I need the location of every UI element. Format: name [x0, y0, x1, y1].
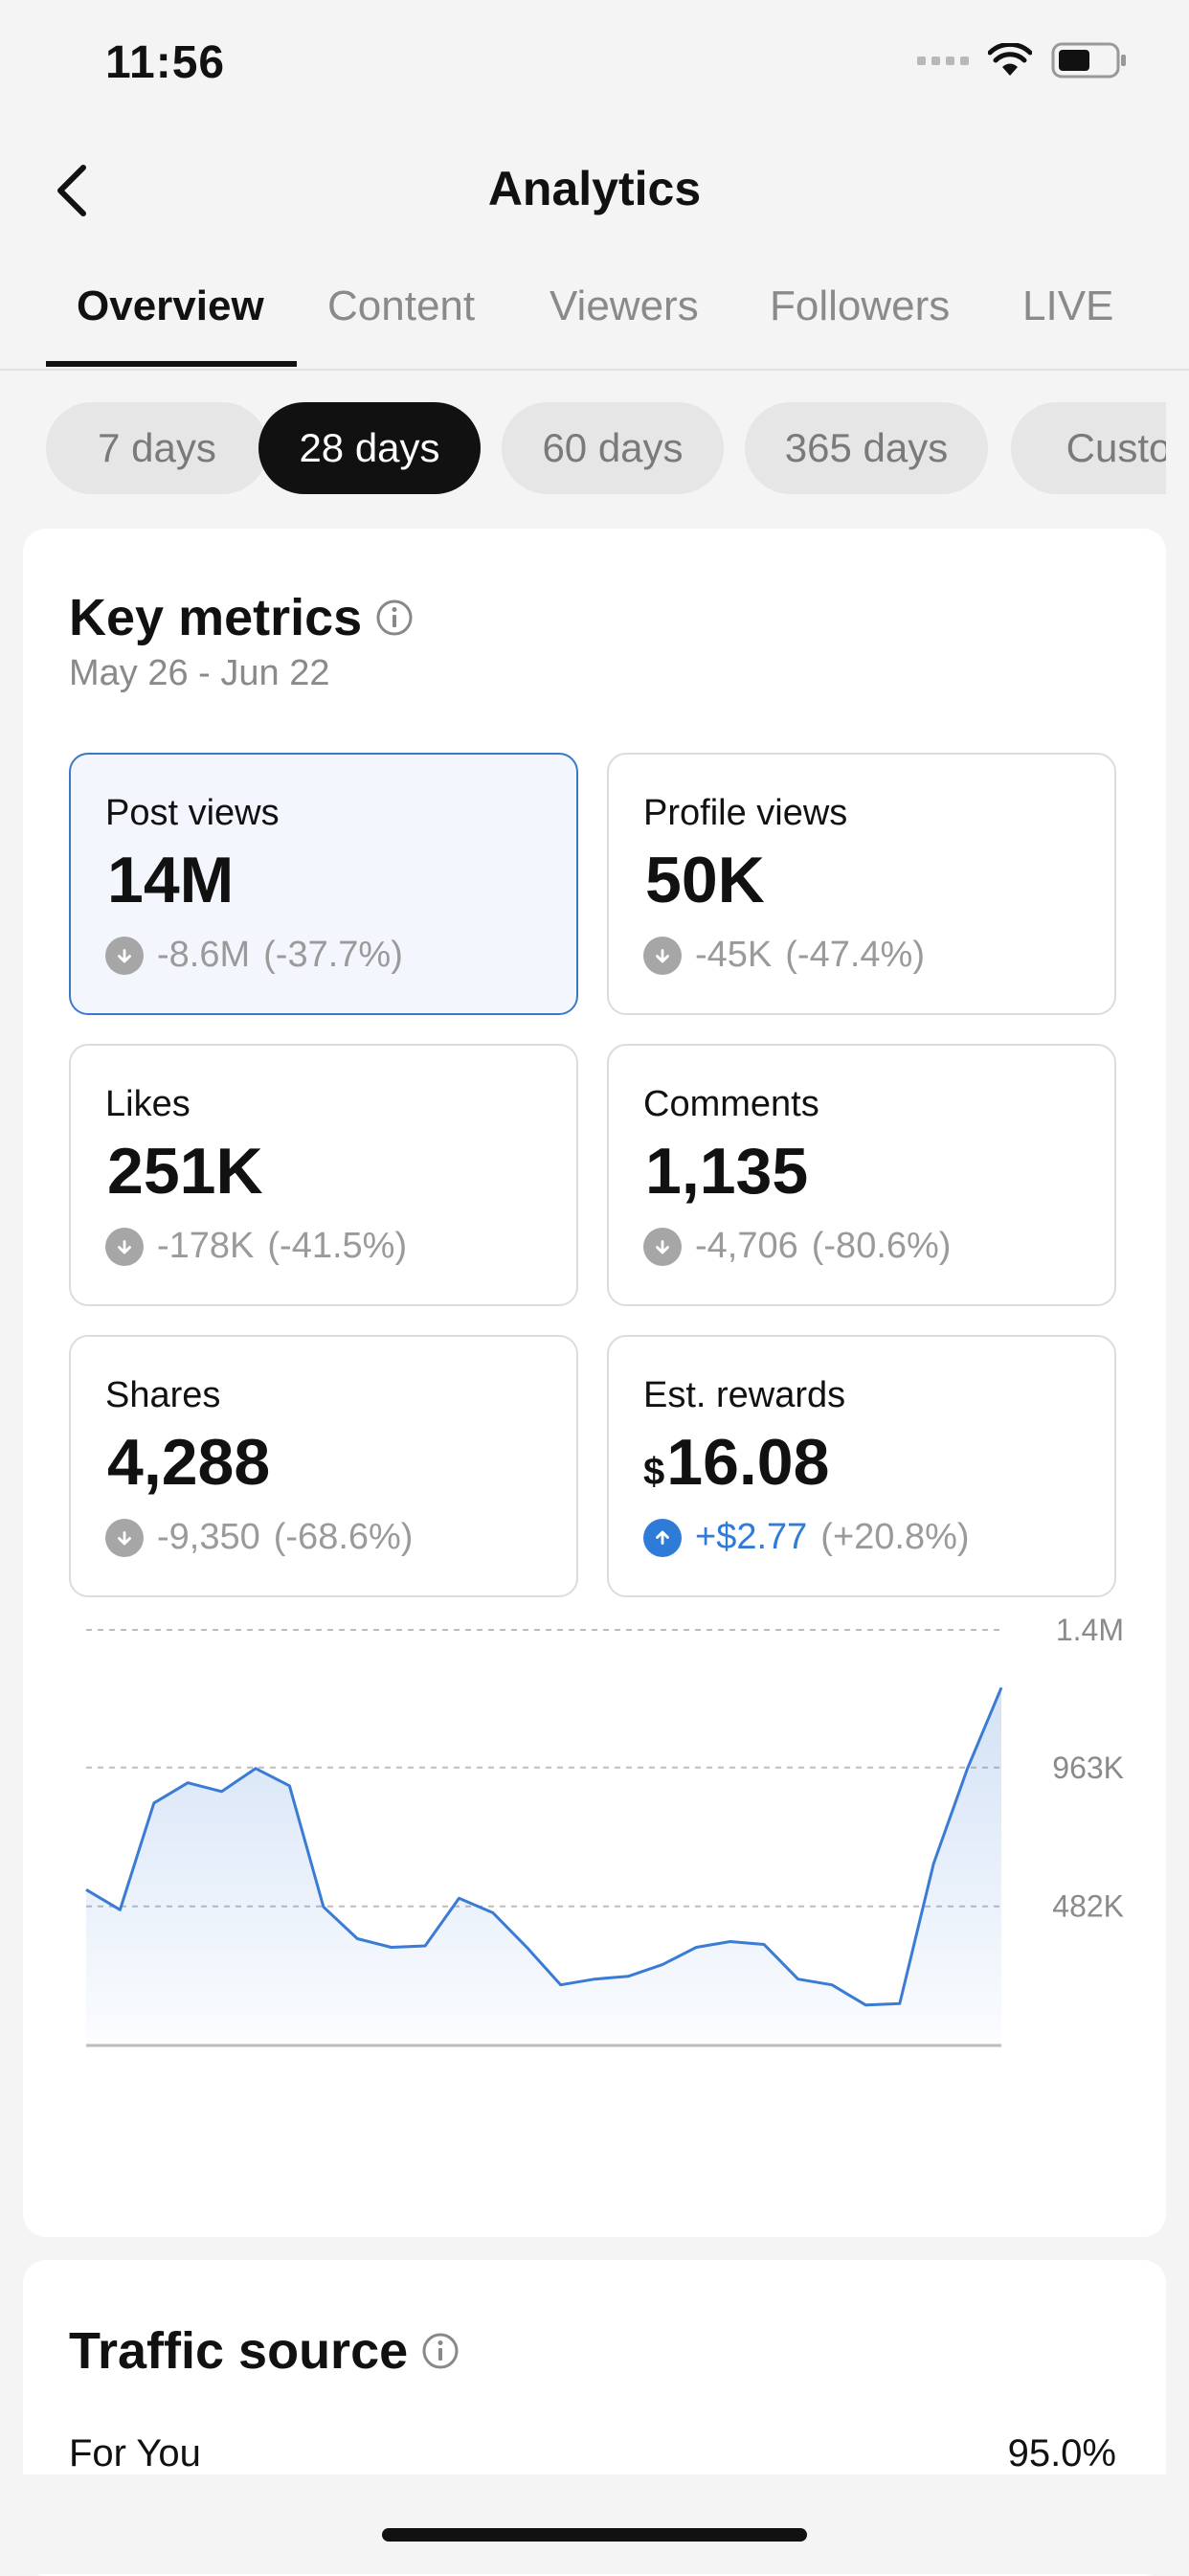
traffic-source-value: 95.0%	[1007, 2432, 1116, 2474]
metric-change: -4,706 (-80.6%)	[643, 1226, 951, 1267]
metric-label: Comments	[643, 1084, 819, 1124]
metric-label: Post views	[105, 793, 280, 833]
metric-label: Profile views	[643, 793, 848, 833]
metric-currency: $	[643, 1451, 665, 1493]
metric-change-amount: +$2.77	[695, 1517, 808, 1557]
status-time: 11:56	[105, 37, 226, 88]
arrow-down-circle-icon	[643, 936, 682, 975]
traffic-source-label: For You	[69, 2432, 201, 2474]
metric-change-amount: -178K	[157, 1226, 255, 1266]
metric-change-percent: (-80.6%)	[811, 1226, 952, 1266]
post-views-chart: 482K 963K 1.4M May 26 Jun 22	[23, 1613, 1166, 2092]
period-chip-custom[interactable]: Custom	[1011, 402, 1166, 494]
arrow-up-circle-icon	[643, 1518, 682, 1557]
arrow-down-circle-icon	[643, 1227, 682, 1266]
metric-value: 14M	[105, 843, 234, 917]
metric-number: 251K	[107, 1135, 263, 1208]
metric-tile-shares[interactable]: Shares 4,288 -9,350 (-68.6%)	[69, 1335, 578, 1597]
metric-number: 4,288	[107, 1426, 271, 1499]
arrow-down-circle-icon	[105, 936, 144, 975]
tab-viewers[interactable]: Viewers	[550, 282, 699, 329]
x-tick-label: May 26	[86, 2058, 187, 2063]
nav-bar: Analytics	[0, 134, 1189, 249]
status-icons	[917, 42, 1128, 79]
period-selector: 7 days 28 days 60 days 365 days Custom	[0, 402, 1166, 498]
y-tick-label: 963K	[1052, 1751, 1124, 1785]
series-area	[86, 1687, 1001, 2045]
metric-value: 50K	[643, 843, 765, 917]
metric-change: -178K (-41.5%)	[105, 1226, 407, 1267]
page-title: Analytics	[487, 162, 702, 215]
period-chip-60-days[interactable]: 60 days	[502, 402, 724, 494]
chart-svg: 482K 963K 1.4M May 26 Jun 22	[85, 1613, 1124, 2092]
arrow-down-circle-icon	[105, 1227, 144, 1266]
metric-value: 1,135	[643, 1134, 808, 1209]
metric-tile-likes[interactable]: Likes 251K -178K (-41.5%)	[69, 1044, 578, 1306]
traffic-source-header: Traffic source	[69, 2321, 460, 2381]
period-chip-7-days[interactable]: 7 days	[46, 402, 268, 494]
x-tick-label: Jun 22	[909, 2058, 1001, 2063]
y-tick-label: 1.4M	[1056, 1613, 1124, 1647]
home-area	[0, 2474, 1189, 2574]
metric-value: 251K	[105, 1134, 263, 1209]
metric-change-percent: (+20.8%)	[820, 1517, 970, 1557]
metric-tile-profile-views[interactable]: Profile views 50K -45K (-47.4%)	[607, 753, 1116, 1015]
traffic-source-title: Traffic source	[69, 2322, 409, 2380]
info-icon[interactable]	[421, 2332, 460, 2370]
key-metrics-card: Key metrics May 26 - Jun 22 Post views 14…	[23, 529, 1166, 2237]
chevron-left-icon	[57, 165, 86, 216]
period-chip-365-days[interactable]: 365 days	[745, 402, 988, 494]
status-bar: 11:56	[0, 0, 1189, 124]
metric-tile-comments[interactable]: Comments 1,135 -4,706 (-80.6%)	[607, 1044, 1116, 1306]
metric-change-amount: -8.6M	[157, 935, 251, 975]
home-indicator[interactable]	[382, 2528, 807, 2542]
metric-change: -45K (-47.4%)	[643, 935, 925, 976]
metric-change-amount: -45K	[695, 935, 773, 975]
back-button[interactable]	[38, 157, 105, 224]
metric-number: 14M	[107, 844, 235, 916]
tab-live[interactable]: LIVE	[1022, 282, 1114, 329]
tab-bar: Overview Content Viewers Followers LIVE	[0, 263, 1189, 371]
period-chip-28-days[interactable]: 28 days	[258, 402, 481, 494]
tab-overview[interactable]: Overview	[77, 282, 264, 329]
wifi-icon	[988, 43, 1032, 76]
cellular-signal-icon	[917, 56, 969, 65]
metric-change-percent: (-37.7%)	[263, 935, 403, 975]
metric-tile-est-rewards[interactable]: Est. rewards $16.08 +$2.77 (+20.8%)	[607, 1335, 1116, 1597]
metric-change: +$2.77 (+20.8%)	[643, 1517, 970, 1558]
metric-change: -8.6M (-37.7%)	[105, 935, 403, 976]
series-line	[85, 1686, 1003, 2007]
info-icon[interactable]	[375, 599, 414, 637]
traffic-source-row: For You 95.0%	[69, 2432, 1116, 2475]
key-metrics-title: Key metrics	[69, 589, 363, 646]
battery-icon	[1051, 42, 1126, 79]
metric-label: Likes	[105, 1084, 191, 1124]
tab-content[interactable]: Content	[327, 282, 476, 329]
metric-change-amount: -4,706	[695, 1226, 798, 1266]
metric-label: Est. rewards	[643, 1375, 846, 1415]
tab-followers[interactable]: Followers	[770, 282, 951, 329]
arrow-down-circle-icon	[105, 1518, 144, 1557]
metric-tile-post-views[interactable]: Post views 14M -8.6M (-37.7%)	[69, 753, 578, 1015]
metric-number: 50K	[645, 844, 765, 916]
metric-value: $16.08	[643, 1425, 829, 1500]
metric-value: 4,288	[105, 1425, 270, 1500]
key-metrics-header: Key metrics	[69, 588, 414, 647]
y-tick-label: 482K	[1052, 1889, 1124, 1924]
metric-label: Shares	[105, 1375, 221, 1415]
metric-change: -9,350 (-68.6%)	[105, 1517, 413, 1558]
active-tab-indicator	[46, 361, 297, 367]
metric-change-percent: (-41.5%)	[267, 1226, 408, 1266]
date-range: May 26 - Jun 22	[69, 653, 330, 693]
metric-change-percent: (-47.4%)	[785, 935, 925, 975]
metric-change-amount: -9,350	[157, 1517, 260, 1557]
metric-number: 1,135	[645, 1135, 809, 1208]
metric-change-percent: (-68.6%)	[273, 1517, 414, 1557]
metric-number: 16.08	[666, 1426, 830, 1499]
